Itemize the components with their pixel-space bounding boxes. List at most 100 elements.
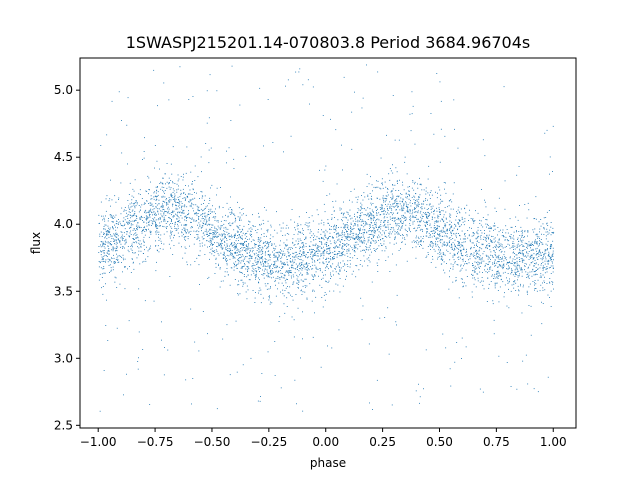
data-point xyxy=(300,224,302,226)
data-point xyxy=(329,240,331,242)
data-point xyxy=(255,244,257,245)
data-point xyxy=(440,128,442,130)
data-point xyxy=(294,256,296,258)
data-point xyxy=(176,205,177,207)
data-point xyxy=(187,238,189,240)
data-point xyxy=(349,257,351,258)
data-point xyxy=(479,267,480,269)
data-point xyxy=(309,249,310,251)
data-point xyxy=(253,253,255,255)
data-point xyxy=(537,258,539,260)
data-point xyxy=(149,404,151,405)
data-point xyxy=(209,239,211,241)
data-point xyxy=(529,255,531,257)
data-point xyxy=(179,200,180,202)
data-point xyxy=(166,211,168,212)
data-point xyxy=(422,230,423,232)
data-point xyxy=(186,224,188,226)
data-point xyxy=(375,240,377,242)
data-point xyxy=(201,218,203,220)
data-point xyxy=(342,234,344,236)
data-point xyxy=(242,266,243,268)
data-point xyxy=(178,242,180,244)
data-point xyxy=(185,193,186,195)
data-point xyxy=(342,266,344,267)
data-point xyxy=(325,165,327,167)
data-point xyxy=(529,256,531,258)
data-point xyxy=(343,213,344,215)
data-point xyxy=(473,232,474,234)
data-point xyxy=(192,226,193,228)
data-point xyxy=(496,262,498,264)
data-point xyxy=(354,91,355,93)
data-point xyxy=(422,216,423,218)
data-point xyxy=(327,345,328,347)
data-point xyxy=(337,272,339,274)
data-point xyxy=(524,263,526,264)
data-point xyxy=(447,243,449,245)
data-point xyxy=(526,274,528,275)
data-point xyxy=(282,222,284,224)
data-point xyxy=(137,227,138,229)
data-point xyxy=(229,245,230,247)
data-point xyxy=(438,207,440,209)
data-point xyxy=(398,196,399,198)
data-point xyxy=(313,244,315,246)
data-point xyxy=(347,244,349,246)
data-point xyxy=(549,156,551,158)
data-point xyxy=(341,144,342,146)
data-point xyxy=(552,265,554,267)
data-point xyxy=(549,267,551,268)
data-point xyxy=(307,257,308,259)
data-point xyxy=(405,230,407,231)
data-point xyxy=(251,265,253,267)
data-point xyxy=(494,283,496,285)
data-point xyxy=(108,253,110,255)
data-point xyxy=(242,259,244,261)
data-point xyxy=(493,229,494,231)
data-point xyxy=(216,408,218,410)
data-point xyxy=(220,220,222,222)
data-point xyxy=(274,281,276,282)
data-point xyxy=(132,188,134,190)
data-point xyxy=(243,258,245,260)
data-point xyxy=(440,242,442,244)
data-point xyxy=(501,258,503,260)
data-point xyxy=(209,232,211,234)
data-point xyxy=(426,214,428,216)
data-point xyxy=(442,210,444,212)
data-point xyxy=(470,253,472,255)
data-point xyxy=(366,223,368,225)
data-point xyxy=(267,251,269,252)
data-point xyxy=(177,188,179,190)
data-point xyxy=(241,266,243,268)
data-point xyxy=(371,238,372,239)
data-point xyxy=(401,215,403,217)
data-point xyxy=(500,278,502,280)
data-point xyxy=(157,191,159,193)
data-point xyxy=(500,229,501,231)
data-point xyxy=(192,207,194,209)
data-point xyxy=(161,206,163,208)
data-point xyxy=(449,213,451,215)
data-point xyxy=(107,245,109,247)
data-point xyxy=(396,180,398,182)
data-point xyxy=(297,276,299,278)
data-point xyxy=(270,272,272,274)
data-point xyxy=(477,212,479,214)
data-point xyxy=(506,263,508,265)
data-point xyxy=(234,215,236,217)
data-point xyxy=(543,254,545,256)
data-point xyxy=(335,266,337,268)
data-point xyxy=(443,269,444,271)
data-point xyxy=(417,225,419,226)
data-point xyxy=(218,242,220,244)
data-point xyxy=(327,253,329,254)
data-point xyxy=(101,273,103,275)
data-point xyxy=(504,180,506,182)
data-point xyxy=(260,289,262,291)
data-point xyxy=(361,233,363,234)
data-point xyxy=(256,275,257,277)
data-point xyxy=(443,244,445,245)
data-point xyxy=(402,223,404,225)
